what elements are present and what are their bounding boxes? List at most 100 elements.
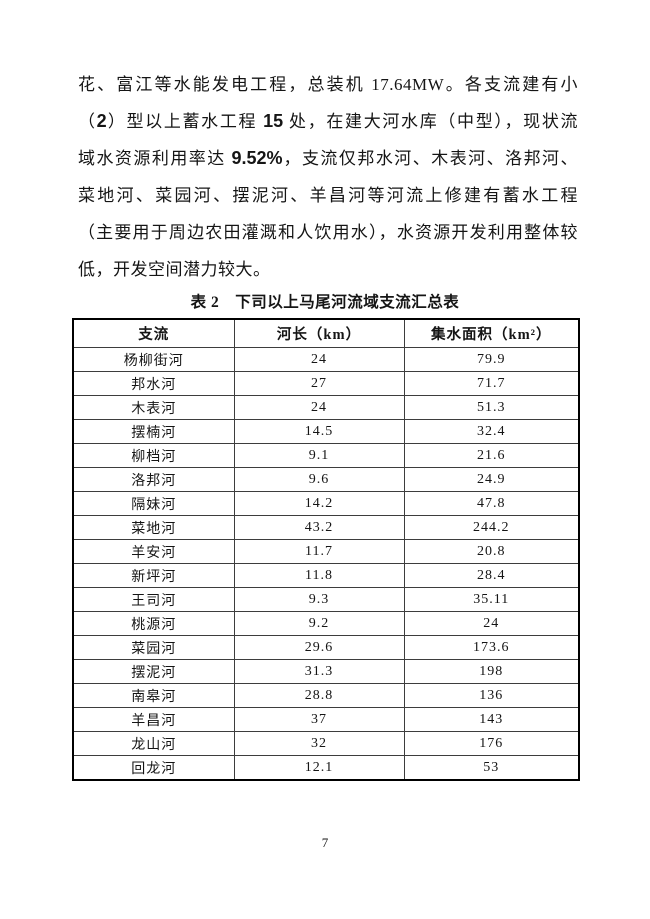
table-row: 龙山河 32 176 <box>72 731 580 756</box>
text-run: 花、富江等水能发电工程，总装机 17.64MW。各支流建有小 <box>78 75 578 94</box>
column-header: 河长（km） <box>233 318 405 348</box>
text-run: 菜地河、菜园河、摆泥河、羊昌河等河流上修建有蓄水工程 <box>78 186 578 205</box>
table-row: 桃源河 9.2 24 <box>72 611 580 636</box>
catchment-area-cell: 198 <box>403 659 580 684</box>
river-length-cell: 37 <box>233 707 405 732</box>
table-body: 杨柳街河 24 79.9 邦水河 27 71.7 木表河 24 51.3 摆楠河 14.5 32.4 柳… <box>72 347 580 781</box>
catchment-area-cell: 47.8 <box>403 491 580 516</box>
catchment-area-cell: 51.3 <box>403 395 580 420</box>
table-row: 杨柳街河 24 79.9 <box>72 347 580 372</box>
paragraph-line: 低，开发空间潜力较大。 <box>78 251 578 288</box>
text-run: 域水资源利用率达 <box>78 149 232 168</box>
table-caption: 表 2 下司以上马尾河流域支流汇总表 <box>190 294 460 311</box>
text-run: （主要用于周边农田灌溉和人饮用水），水资源开发利用整体较 <box>78 223 578 242</box>
catchment-area-cell: 21.6 <box>403 443 580 468</box>
river-length-cell: 24 <box>233 347 405 372</box>
paragraph-line: （主要用于周边农田灌溉和人饮用水），水资源开发利用整体较 <box>78 214 578 251</box>
emphasized-number: 2 <box>96 111 107 131</box>
text-run: （ <box>78 112 97 131</box>
paragraph-line: （2）型以上蓄水工程 15 处，在建大河水库（中型），现状流 <box>78 103 578 140</box>
table-header-row: 支流 河长（km） 集水面积（km²） <box>72 318 580 348</box>
table-row: 新坪河 11.8 28.4 <box>72 563 580 588</box>
catchment-area-cell: 136 <box>403 683 580 708</box>
tributary-name-cell: 杨柳街河 <box>72 347 235 372</box>
tributary-name-cell: 回龙河 <box>72 755 235 781</box>
text-run: ，支流仅邦水河、木表河、洛邦河、 <box>282 149 579 168</box>
catchment-area-cell: 79.9 <box>403 347 580 372</box>
river-length-cell: 14.2 <box>233 491 405 516</box>
tributary-summary-table: 支流 河长（km） 集水面积（km²） 杨柳街河 24 79.9 邦水河 27 71.7 木表河… <box>72 318 580 781</box>
catchment-area-cell: 28.4 <box>403 563 580 588</box>
river-length-cell: 24 <box>233 395 405 420</box>
catchment-area-cell: 143 <box>403 707 580 732</box>
tributary-name-cell: 羊昌河 <box>72 707 235 732</box>
table-row: 摆泥河 31.3 198 <box>72 659 580 684</box>
tributary-name-cell: 桃源河 <box>72 611 235 636</box>
header-row: 支流 河长（km） 集水面积（km²） <box>72 318 580 348</box>
river-length-cell: 12.1 <box>233 755 405 781</box>
tributary-name-cell: 菜地河 <box>72 515 235 540</box>
river-length-cell: 32 <box>233 731 405 756</box>
catchment-area-cell: 20.8 <box>403 539 580 564</box>
catchment-area-cell: 71.7 <box>403 371 580 396</box>
river-length-cell: 9.2 <box>233 611 405 636</box>
catchment-area-cell: 244.2 <box>403 515 580 540</box>
catchment-area-cell: 173.6 <box>403 635 580 660</box>
body-paragraph: 花、富江等水能发电工程，总装机 17.64MW。各支流建有小 （2）型以上蓄水工程… <box>78 66 578 288</box>
river-length-cell: 43.2 <box>233 515 405 540</box>
river-length-cell: 9.1 <box>233 443 405 468</box>
tributary-name-cell: 摆泥河 <box>72 659 235 684</box>
river-length-cell: 9.3 <box>233 587 405 612</box>
emphasized-number: 15 <box>263 111 284 131</box>
table-row: 木表河 24 51.3 <box>72 395 580 420</box>
table-row: 洛邦河 9.6 24.9 <box>72 467 580 492</box>
table-row: 羊昌河 37 143 <box>72 707 580 732</box>
table-row: 菜地河 43.2 244.2 <box>72 515 580 540</box>
tributary-name-cell: 龙山河 <box>72 731 235 756</box>
paragraph-line: 花、富江等水能发电工程，总装机 17.64MW。各支流建有小 <box>78 66 578 103</box>
river-length-cell: 9.6 <box>233 467 405 492</box>
paragraph-line: 域水资源利用率达 9.52%，支流仅邦水河、木表河、洛邦河、 <box>78 140 578 177</box>
emphasized-number: 9.52% <box>231 148 283 168</box>
tributary-name-cell: 王司河 <box>72 587 235 612</box>
river-length-cell: 14.5 <box>233 419 405 444</box>
table-row: 邦水河 27 71.7 <box>72 371 580 396</box>
page-number: 7 <box>321 835 329 850</box>
tributary-name-cell: 邦水河 <box>72 371 235 396</box>
table-row: 柳档河 9.1 21.6 <box>72 443 580 468</box>
river-length-cell: 11.7 <box>233 539 405 564</box>
tributary-name-cell: 木表河 <box>72 395 235 420</box>
text-run: 处，在建大河水库（中型），现状流 <box>283 112 579 131</box>
tributary-name-cell: 洛邦河 <box>72 467 235 492</box>
tributary-name-cell: 柳档河 <box>72 443 235 468</box>
catchment-area-cell: 176 <box>403 731 580 756</box>
tributary-name-cell: 羊安河 <box>72 539 235 564</box>
column-header: 集水面积（km²） <box>403 318 580 348</box>
table-row: 摆楠河 14.5 32.4 <box>72 419 580 444</box>
catchment-area-cell: 35.11 <box>403 587 580 612</box>
table-row: 羊安河 11.7 20.8 <box>72 539 580 564</box>
river-length-cell: 31.3 <box>233 659 405 684</box>
table-row: 回龙河 12.1 53 <box>72 755 580 781</box>
river-length-cell: 11.8 <box>233 563 405 588</box>
table-row: 王司河 9.3 35.11 <box>72 587 580 612</box>
tributary-name-cell: 摆楠河 <box>72 419 235 444</box>
table-row: 菜园河 29.6 173.6 <box>72 635 580 660</box>
catchment-area-cell: 32.4 <box>403 419 580 444</box>
paragraph-line: 菜地河、菜园河、摆泥河、羊昌河等河流上修建有蓄水工程 <box>78 177 578 214</box>
tributary-name-cell: 南皋河 <box>72 683 235 708</box>
table-row: 隔妹河 14.2 47.8 <box>72 491 580 516</box>
river-length-cell: 29.6 <box>233 635 405 660</box>
catchment-area-cell: 24 <box>403 611 580 636</box>
text-run: 低，开发空间潜力较大。 <box>78 260 271 279</box>
column-header: 支流 <box>72 318 235 348</box>
tributary-name-cell: 隔妹河 <box>72 491 235 516</box>
tributary-name-cell: 菜园河 <box>72 635 235 660</box>
river-length-cell: 27 <box>233 371 405 396</box>
river-length-cell: 28.8 <box>233 683 405 708</box>
catchment-area-cell: 53 <box>403 755 580 781</box>
catchment-area-cell: 24.9 <box>403 467 580 492</box>
table-row: 南皋河 28.8 136 <box>72 683 580 708</box>
tributary-name-cell: 新坪河 <box>72 563 235 588</box>
